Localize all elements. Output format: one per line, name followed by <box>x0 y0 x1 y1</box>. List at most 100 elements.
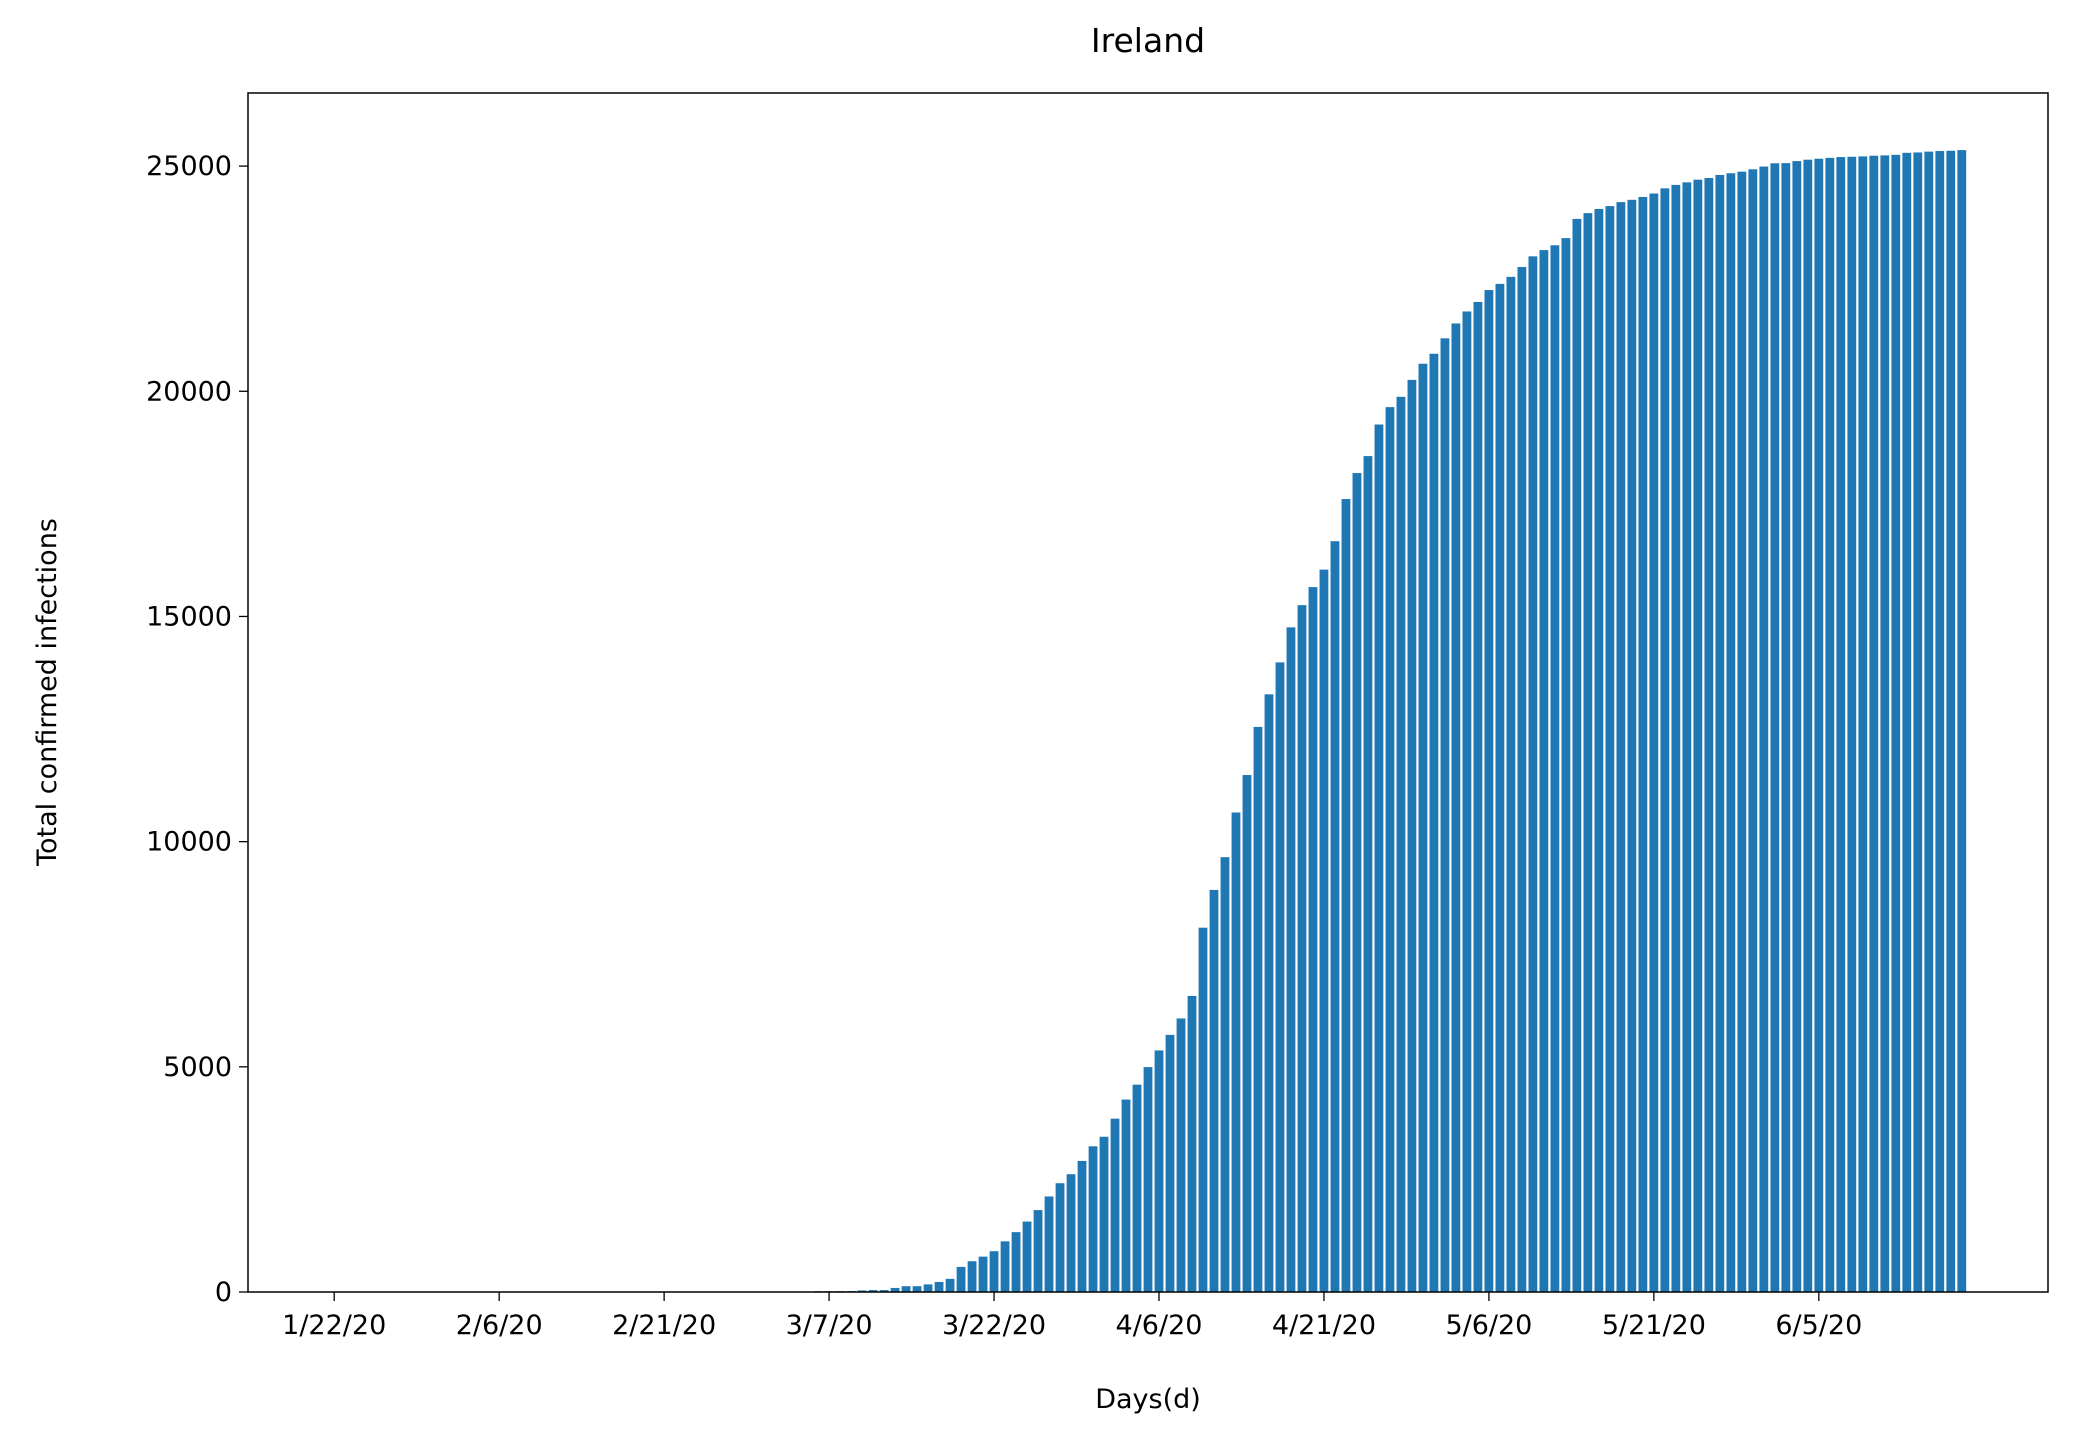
bar <box>901 1286 911 1292</box>
bar <box>923 1284 933 1292</box>
bar <box>1671 184 1681 1293</box>
bar <box>1748 169 1758 1293</box>
bar <box>1594 208 1604 1292</box>
x-tick-label: 2/21/20 <box>612 1310 716 1341</box>
bar <box>1539 250 1549 1292</box>
bar <box>1033 1210 1043 1292</box>
bar <box>1781 163 1791 1292</box>
bar <box>1792 161 1802 1292</box>
bar <box>1363 456 1373 1292</box>
bar <box>1319 569 1329 1292</box>
bar <box>1660 188 1670 1292</box>
bar <box>1396 396 1406 1292</box>
bar <box>978 1256 988 1292</box>
bar <box>1286 627 1296 1292</box>
bar <box>1902 152 1912 1293</box>
bar <box>1803 159 1813 1292</box>
bar <box>1693 179 1703 1292</box>
bar <box>934 1281 944 1292</box>
chart-title: Ireland <box>1091 21 1205 60</box>
bar <box>1869 155 1879 1293</box>
bar <box>1495 283 1505 1292</box>
y-tick-label: 10000 <box>146 827 232 858</box>
bar <box>1132 1084 1142 1292</box>
bar <box>1726 173 1736 1292</box>
bar <box>1550 245 1560 1292</box>
bar <box>1374 424 1384 1292</box>
bar <box>1110 1118 1120 1292</box>
bar <box>1088 1146 1098 1292</box>
bar <box>1209 889 1219 1292</box>
bar <box>1121 1099 1131 1292</box>
x-tick-label: 4/6/20 <box>1116 1310 1203 1341</box>
bar <box>1704 178 1714 1292</box>
bar <box>1011 1232 1021 1292</box>
bar <box>1187 995 1197 1292</box>
bar <box>1066 1174 1076 1292</box>
bar <box>1253 726 1263 1292</box>
bar <box>1847 156 1857 1292</box>
bar <box>1605 206 1615 1292</box>
bar <box>1572 218 1582 1292</box>
bar <box>1891 154 1901 1293</box>
y-axis-label: Total confirmed infections <box>32 518 63 867</box>
x-tick-label: 3/22/20 <box>942 1310 1046 1341</box>
x-tick-label: 4/21/20 <box>1272 1310 1376 1341</box>
bar <box>1759 166 1769 1292</box>
bar <box>1352 473 1362 1292</box>
plot-frame <box>247 92 2049 1293</box>
bar <box>1099 1136 1109 1292</box>
bar <box>1429 353 1439 1292</box>
bar <box>868 1290 878 1292</box>
bar <box>857 1290 867 1292</box>
x-tick-label: 6/5/20 <box>1775 1310 1862 1341</box>
bar <box>1143 1067 1153 1292</box>
bar <box>1770 163 1780 1293</box>
x-tick-label: 3/7/20 <box>786 1310 873 1341</box>
bar <box>1561 238 1571 1292</box>
bar <box>1528 256 1538 1293</box>
bar <box>1473 301 1483 1293</box>
bar <box>1616 202 1626 1293</box>
bar <box>1077 1160 1087 1292</box>
bar <box>1935 151 1945 1292</box>
bar <box>1462 311 1472 1292</box>
x-tick-label: 1/22/20 <box>282 1310 386 1341</box>
bar <box>1385 407 1395 1292</box>
bar <box>1880 155 1890 1292</box>
bar <box>1946 150 1956 1293</box>
bar <box>1440 338 1450 1292</box>
bar <box>1451 323 1461 1293</box>
bar <box>1341 499 1351 1292</box>
bar <box>1649 193 1659 1293</box>
bar <box>1825 157 1835 1293</box>
bar <box>1055 1183 1065 1292</box>
x-tick-label: 5/21/20 <box>1602 1310 1706 1341</box>
y-tick-label: 20000 <box>146 376 232 407</box>
bar <box>1407 379 1417 1293</box>
bar <box>1165 1034 1175 1292</box>
bar <box>1924 151 1934 1292</box>
bar <box>1814 158 1824 1292</box>
bar <box>879 1290 889 1292</box>
x-tick-label: 5/6/20 <box>1445 1310 1532 1341</box>
bar <box>1737 171 1747 1292</box>
x-axis-label: Days(d) <box>1095 1384 1201 1415</box>
bar <box>1957 150 1967 1292</box>
bar <box>1220 857 1230 1292</box>
bar <box>1330 541 1340 1292</box>
bar <box>967 1261 977 1292</box>
bar <box>989 1251 999 1292</box>
bar <box>1176 1018 1186 1292</box>
bar <box>1715 174 1725 1293</box>
x-tick-label: 2/6/20 <box>456 1310 543 1341</box>
bar <box>890 1287 900 1292</box>
bar <box>1264 694 1274 1292</box>
y-tick-label: 15000 <box>146 601 232 632</box>
bar <box>1506 276 1516 1292</box>
bar <box>1913 152 1923 1292</box>
bar <box>1000 1241 1010 1292</box>
bar <box>912 1286 922 1292</box>
bar <box>1154 1050 1164 1292</box>
